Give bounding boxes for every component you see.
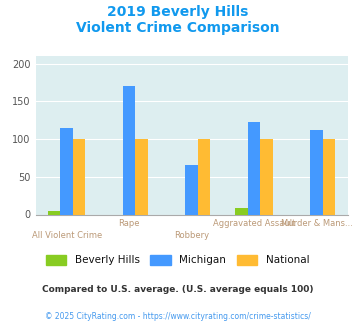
Bar (48, 211, 60, 214)
Bar (310, 130, 323, 214)
Bar (248, 122, 261, 214)
Text: Rape: Rape (119, 219, 140, 228)
Text: Compared to U.S. average. (U.S. average equals 100): Compared to U.S. average. (U.S. average … (42, 285, 313, 294)
Bar (323, 139, 335, 214)
Text: Robbery: Robbery (174, 231, 209, 240)
Text: All Violent Crime: All Violent Crime (32, 231, 102, 240)
Bar (198, 139, 211, 214)
Bar (136, 139, 148, 214)
Bar (73, 139, 86, 214)
Bar (235, 208, 248, 214)
Text: 2019 Beverly Hills: 2019 Beverly Hills (107, 5, 248, 19)
Text: Violent Crime Comparison: Violent Crime Comparison (76, 21, 279, 35)
Text: Aggravated Assault: Aggravated Assault (213, 219, 295, 228)
Bar (261, 139, 273, 214)
Bar (60, 128, 73, 214)
Text: Murder & Mans...: Murder & Mans... (281, 219, 353, 228)
Legend: Beverly Hills, Michigan, National: Beverly Hills, Michigan, National (42, 251, 313, 270)
Text: © 2025 CityRating.com - https://www.cityrating.com/crime-statistics/: © 2025 CityRating.com - https://www.city… (45, 312, 310, 321)
Bar (185, 165, 198, 215)
Bar (123, 86, 136, 214)
